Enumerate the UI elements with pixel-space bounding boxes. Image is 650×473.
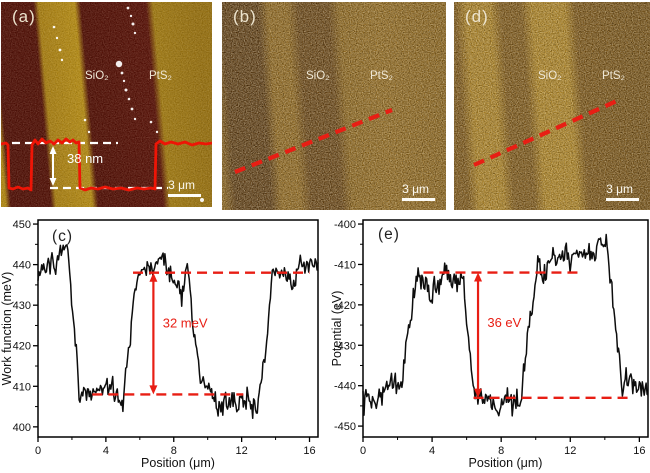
- svg-text:-450: -450: [334, 421, 356, 433]
- sio2-label: SiO₂: [85, 70, 109, 82]
- profile-line-overlay-b: [234, 108, 393, 174]
- scalebar-label: 3 μm: [402, 182, 429, 196]
- scalebar-label: 3 μm: [606, 182, 633, 196]
- panel-letter-a: (a): [12, 7, 36, 26]
- svg-text:Potential (eV): Potential (eV): [330, 291, 344, 367]
- svg-text:(e): (e): [378, 226, 400, 243]
- sio2-label: SiO₂: [538, 70, 562, 82]
- step-height-annotation: 38 nm: [67, 151, 104, 166]
- svg-text:36 eV: 36 eV: [487, 315, 521, 330]
- svg-text:16: 16: [633, 445, 645, 457]
- svg-text:-420: -420: [334, 300, 356, 312]
- svg-text:4: 4: [103, 445, 109, 457]
- svg-text:420: 420: [13, 341, 31, 353]
- svg-text:-440: -440: [334, 381, 356, 393]
- svg-text:410: 410: [13, 381, 31, 393]
- svg-text:8: 8: [498, 445, 504, 457]
- profile-line-overlay-d: [473, 98, 620, 167]
- afm-topography-panel-a: (a) SiO₂ PtS₂ 38 nm 3 μm: [1, 2, 212, 207]
- pts2-label: PtS₂: [149, 70, 172, 82]
- svg-text:400: 400: [13, 422, 31, 434]
- svg-text:Work function (meV): Work function (meV): [0, 272, 14, 386]
- svg-text:12: 12: [236, 445, 248, 457]
- kpfm-panel-d: (d) SiO₂ PtS₂ 3 μm: [454, 2, 650, 211]
- svg-text:32 meV: 32 meV: [163, 315, 208, 330]
- scalebar: [606, 198, 639, 201]
- svg-text:Position (μm): Position (μm): [469, 456, 543, 470]
- svg-text:16: 16: [303, 445, 315, 457]
- panel-letter-d: (d): [465, 7, 489, 26]
- pts2-label: PtS₂: [602, 70, 625, 82]
- svg-text:Position (μm): Position (μm): [141, 456, 215, 470]
- scalebar: [402, 198, 435, 201]
- scalebar-label: 3 μm: [168, 178, 195, 192]
- svg-text:(c): (c): [52, 228, 73, 245]
- panel-letter-b: (b): [233, 7, 257, 26]
- work-function-profile-chart: 0 4 8 12 16 400 410 420 430 440 450 32 meV (c) Positi…: [0, 210, 330, 473]
- svg-text:450: 450: [13, 219, 31, 231]
- profile-overlay-a: [1, 6, 212, 202]
- svg-text:-430: -430: [334, 340, 356, 352]
- svg-text:4: 4: [429, 445, 435, 457]
- svg-text:-400: -400: [334, 219, 356, 231]
- svg-text:0: 0: [35, 445, 41, 457]
- sio2-label: SiO₂: [306, 70, 330, 82]
- potential-profile-chart: 0 4 8 12 16 -450 -440 -430 -420 -410 -400 36 eV (e) P…: [330, 210, 650, 473]
- kpfm-panel-b: (b) SiO₂ PtS₂ 3 μm: [222, 2, 446, 211]
- svg-text:0: 0: [360, 445, 366, 457]
- pts2-label: PtS₂: [370, 70, 393, 82]
- svg-text:12: 12: [564, 445, 576, 457]
- scalebar: [168, 194, 201, 197]
- svg-text:8: 8: [171, 445, 177, 457]
- svg-text:-410: -410: [334, 259, 356, 271]
- svg-text:440: 440: [13, 260, 31, 272]
- svg-text:430: 430: [13, 300, 31, 312]
